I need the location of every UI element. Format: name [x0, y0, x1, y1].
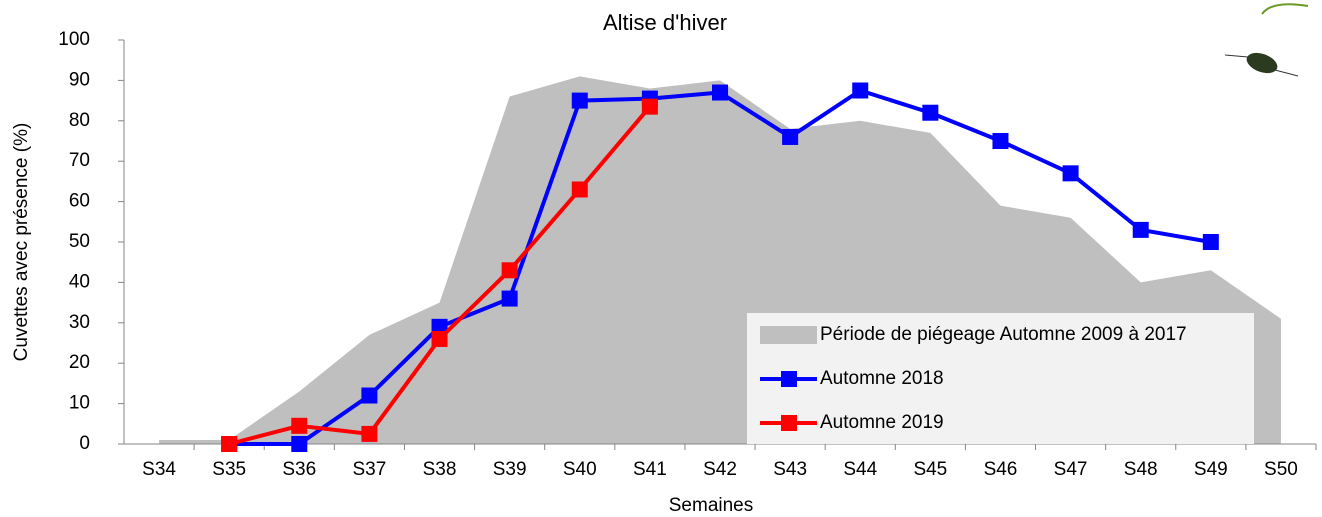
legend-label: Automne 2019 [820, 412, 944, 433]
chart-title: Altise d'hiver [603, 10, 727, 35]
page: {"chart_data": {"type": "line", "title":… [0, 0, 1322, 517]
y-tick-label: 40 [69, 271, 90, 292]
x-tick-label: S48 [1124, 459, 1158, 480]
marker [1203, 234, 1219, 250]
y-axis-label: Cuvettes avec présence (%) [11, 123, 32, 362]
x-tick-label: S38 [423, 459, 457, 480]
x-tick-label: S46 [984, 459, 1018, 480]
y-tick-label: 70 [69, 150, 90, 171]
marker [502, 291, 518, 307]
y-tick-label: 90 [69, 69, 90, 90]
y-tick-label: 30 [69, 312, 90, 333]
y-tick-label: 10 [69, 393, 90, 414]
marker [782, 129, 798, 145]
marker [361, 426, 377, 442]
x-tick-label: S44 [843, 459, 877, 480]
x-tick-label: S39 [493, 459, 527, 480]
y-tick-label: 60 [69, 191, 90, 212]
marker [1063, 165, 1079, 181]
x-tick-label: S36 [282, 459, 316, 480]
marker [221, 436, 237, 452]
y-tick-label: 80 [69, 110, 90, 131]
marker [922, 105, 938, 121]
marker [712, 85, 728, 101]
x-tick-label: S37 [353, 459, 387, 480]
y-tick-label: 0 [79, 433, 90, 454]
y-tick-label: 20 [69, 352, 90, 373]
x-axis-label: Semaines [669, 495, 754, 516]
x-tick-label: S43 [773, 459, 807, 480]
y-tick-label: 100 [58, 29, 90, 50]
marker [572, 181, 588, 197]
marker [572, 93, 588, 109]
marker [1133, 222, 1149, 238]
y-tick-label: 50 [69, 231, 90, 252]
legend: Période de piégeage Automne 2009 à 2017 A… [747, 313, 1254, 444]
x-tick-label: S49 [1194, 459, 1228, 480]
legend-marker [781, 371, 797, 387]
marker [291, 436, 307, 452]
legend-marker [781, 415, 797, 431]
marker [502, 262, 518, 278]
marker [642, 99, 658, 115]
x-tick-label: S42 [703, 459, 737, 480]
x-tick-label: S45 [913, 459, 947, 480]
marker [992, 133, 1008, 149]
marker [432, 331, 448, 347]
x-tick-label: S47 [1054, 459, 1088, 480]
marker [291, 418, 307, 434]
chart: Altise d'hiver Semaines Cuvettes avec pr… [0, 0, 1322, 517]
marker [852, 83, 868, 99]
legend-label: Période de piégeage Automne 2009 à 2017 [820, 324, 1187, 345]
x-tick-label: S50 [1264, 459, 1298, 480]
x-tick-label: S41 [633, 459, 667, 480]
x-tick-label: S40 [563, 459, 597, 480]
legend-swatch [760, 326, 817, 344]
logo [1225, 4, 1308, 77]
x-tick-label: S34 [142, 459, 176, 480]
x-tick-label: S35 [212, 459, 246, 480]
legend-label: Automne 2018 [820, 368, 944, 389]
marker [361, 388, 377, 404]
